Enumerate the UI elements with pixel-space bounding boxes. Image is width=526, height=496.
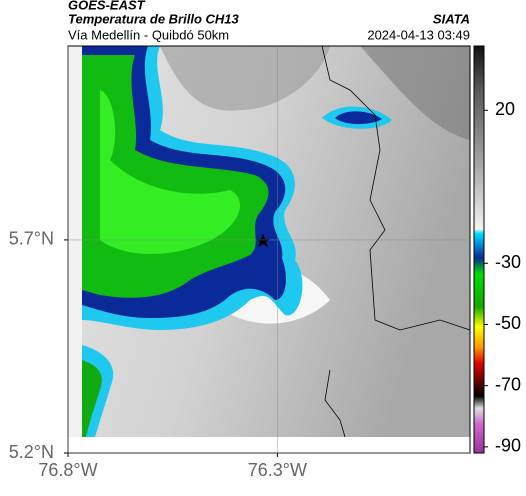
- colorbar-tick-label: -90: [495, 436, 521, 456]
- source: GOES-EAST: [68, 0, 146, 12]
- x-tick-label: 76.3°W: [248, 460, 307, 480]
- y-tick-label: 5.2°N: [9, 442, 54, 462]
- x-tick-label: 76.8°W: [38, 460, 97, 480]
- timestamp: 2024-04-13 03:49: [367, 27, 470, 42]
- map-image: [67, 45, 471, 454]
- subtitle: Vía Medellín - Quibdó 50km: [68, 27, 229, 42]
- colorbar-tick-label: -30: [495, 252, 521, 272]
- y-tick-label: 5.7°N: [9, 229, 54, 249]
- colorbar-tick-label: 20: [495, 99, 515, 119]
- colorbar-tick-label: -70: [495, 374, 521, 394]
- title: Temperatura de Brillo CH13: [68, 11, 240, 26]
- agency: SIATA: [433, 11, 470, 26]
- colorbar-tick-label: -50: [495, 313, 521, 333]
- colorbar: [473, 45, 485, 454]
